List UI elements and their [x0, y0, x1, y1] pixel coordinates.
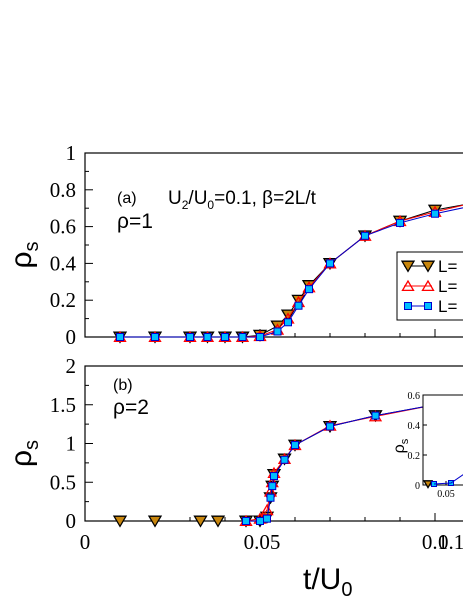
y-tick-label: 1 [66, 141, 77, 165]
data-point [396, 218, 404, 227]
sub-0: 0 [207, 198, 214, 212]
slash: /U [188, 188, 207, 209]
data-point [203, 333, 212, 341]
data-point [291, 441, 299, 450]
inset-y-tick-label: 0.4 [408, 421, 421, 432]
legend-marker [400, 260, 416, 273]
y-tick-label: 0.5 [50, 470, 76, 494]
panel-b-label: (b) [113, 377, 133, 394]
sub-2: 2 [182, 198, 189, 212]
legend-marker [421, 279, 435, 292]
data-point [193, 515, 208, 528]
data-point [112, 515, 128, 528]
x-axis-label-sub: 0 [341, 579, 352, 599]
y-tick-label: 0.6 [50, 215, 76, 239]
ratio: =0.1, β=2L/t [214, 188, 317, 209]
series-3 [116, 207, 463, 341]
legend-label: L= [438, 277, 457, 296]
data-point [280, 455, 289, 464]
data-point [326, 259, 334, 268]
legend-label: L= [438, 297, 457, 316]
data-point [256, 517, 264, 525]
data-point [371, 411, 380, 420]
data-point [256, 333, 264, 341]
y-tick-label: 0.4 [50, 251, 77, 275]
x-tick-label: 0 [80, 530, 91, 554]
y-tick-label: 1.5 [50, 393, 76, 417]
y-axis-label: ρs [5, 440, 43, 467]
data-point [221, 333, 229, 341]
inset-data-point [422, 480, 434, 489]
data-point [361, 231, 369, 240]
legend: L=L=L= [396, 251, 463, 321]
y-tick-label: 2 [66, 354, 77, 378]
figure-root: 0 0.2 0.4 0.6 0.8 1 ρs (a) ρ=1 U2/U0=0.1, β=2L/t L… [5, 141, 463, 599]
data-point [151, 333, 159, 341]
inset-x-tick-label: 0.05 [437, 489, 455, 500]
data-point [268, 482, 277, 491]
y-tick-label: 0 [66, 509, 77, 533]
data-point [326, 422, 334, 431]
data-point [294, 301, 303, 310]
y-tick-label: 0.8 [50, 178, 76, 202]
inset-y-tick-label: 0 [415, 481, 420, 492]
inset-frame [422, 394, 463, 486]
data-point [210, 515, 226, 528]
y-axis-label-sub: s [21, 241, 43, 251]
data-point [305, 285, 313, 294]
y-axis-label-sub: s [21, 440, 43, 450]
data-point [147, 515, 163, 528]
data-point [266, 493, 275, 502]
legend-label: L= [438, 257, 457, 276]
inset-y-tick-label: 0.2 [408, 451, 421, 462]
data-point [263, 514, 271, 523]
y-axis-label: ρs [5, 241, 43, 268]
y-tick-label: 0 [66, 325, 77, 349]
panel-a-density: ρ=1 [117, 210, 153, 233]
data-point [260, 503, 274, 516]
x-tick-label: 0.1 [422, 530, 448, 554]
panel-a: 0 0.2 0.4 0.6 0.8 1 ρs (a) ρ=1 U2/U0=0.1, β=2L/t L… [5, 141, 463, 349]
inset-y-tick-label: 0.6 [408, 391, 421, 402]
y-tick-label: 0.2 [50, 288, 76, 312]
data-point [280, 309, 296, 322]
panel-b-density: ρ=2 [113, 396, 149, 419]
legend-marker [401, 279, 415, 292]
inset-y-label-sub: s [399, 438, 411, 444]
data-point [270, 472, 278, 481]
x-tick-label: 0.1 [438, 530, 463, 554]
legend-marker [424, 302, 432, 310]
inset-series-line [433, 474, 463, 485]
data-point [116, 333, 124, 341]
data-point [431, 209, 439, 218]
panel-a-parameters: U2/U0=0.1, β=2L/t [168, 188, 317, 212]
data-point [238, 333, 247, 341]
data-point [273, 327, 282, 336]
panel-a-label: (a) [117, 190, 137, 207]
data-point [242, 517, 250, 525]
legend-marker [420, 260, 436, 273]
legend-marker [404, 302, 412, 310]
data-point [284, 318, 292, 327]
y-tick-label: 1 [66, 432, 77, 456]
x-tick-label: 0.05 [244, 530, 281, 554]
x-axis-label: t/U0 [303, 563, 352, 599]
data-point [186, 333, 194, 341]
